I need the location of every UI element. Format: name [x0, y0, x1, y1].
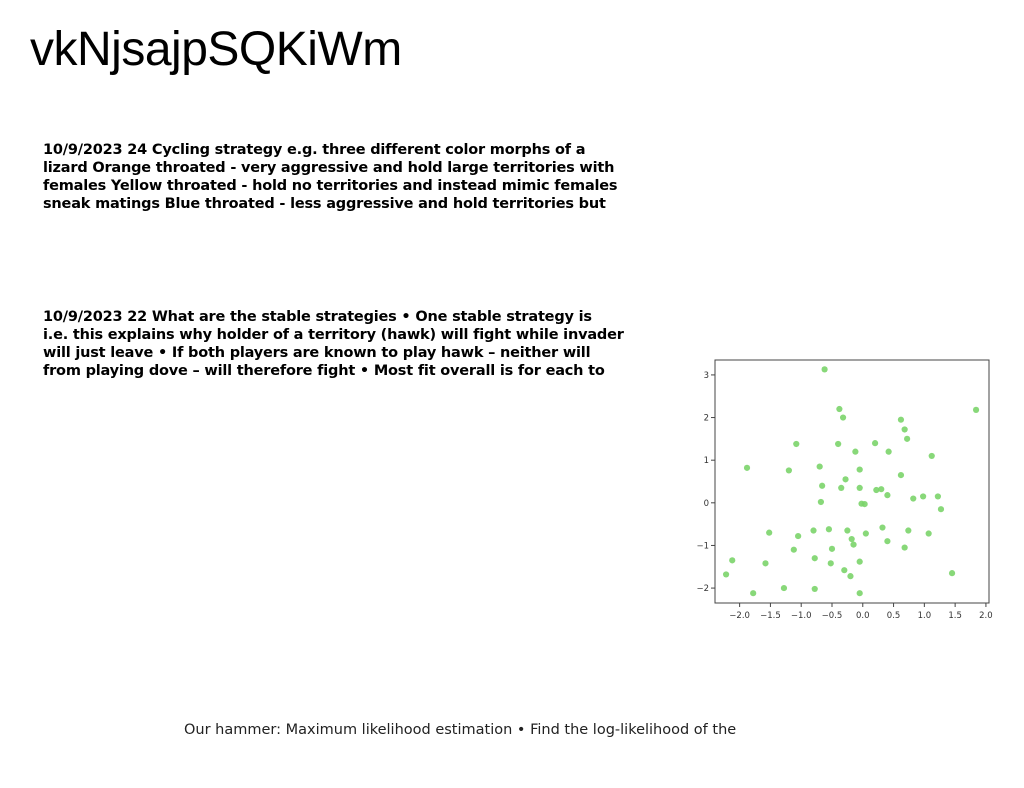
- scatter-point: [897, 472, 905, 479]
- scatter-point: [920, 493, 927, 500]
- y-tick-label: 3: [704, 371, 709, 381]
- snippet-line: sneak matings Blue throated - less aggre…: [43, 196, 606, 212]
- scatter-point: [766, 529, 773, 536]
- scatter-point: [811, 555, 818, 562]
- scatter-point: [827, 560, 834, 567]
- scatter-point: [750, 590, 757, 597]
- scatter-point: [879, 524, 886, 531]
- scatter-point: [821, 366, 828, 373]
- scatter-point: [972, 406, 980, 413]
- scatter-point: [835, 440, 842, 448]
- scatter-point: [780, 584, 788, 592]
- scatter-point: [901, 544, 908, 551]
- scatter-point: [871, 440, 879, 447]
- x-tick-label: −1.0: [791, 611, 812, 621]
- scatter-point: [856, 466, 863, 473]
- scatter-point: [729, 557, 736, 564]
- scatter-point: [934, 493, 941, 500]
- scatter-point: [856, 484, 863, 491]
- x-tick-label: −2.0: [729, 611, 750, 621]
- scatter-point: [928, 452, 935, 460]
- x-tick-label: 1.5: [948, 611, 962, 621]
- snippet-line: 10/9/2023 22 What are the stable strateg…: [43, 309, 592, 325]
- scatter-point: [785, 467, 792, 474]
- slide-text-snippet-cycling: 10/9/2023 24 Cycling strategy e.g. three…: [43, 141, 643, 213]
- scatter-point: [885, 448, 892, 455]
- y-tick-label: 0: [704, 499, 709, 509]
- scatter-point: [848, 535, 855, 543]
- scatter-point: [836, 405, 843, 413]
- scatter-point: [937, 506, 945, 513]
- scatter-point: [852, 448, 859, 455]
- y-tick-label: 2: [704, 414, 709, 424]
- scatter-point: [762, 560, 769, 567]
- x-tick-label: 2.0: [979, 611, 993, 621]
- snippet-line: i.e. this explains why holder of a terri…: [43, 327, 624, 343]
- scatter-point: [897, 416, 905, 423]
- scatter-point: [901, 426, 908, 433]
- scatter-point: [839, 414, 847, 421]
- scatter-point: [819, 482, 826, 489]
- scatter-point: [905, 527, 912, 534]
- x-tick-label: −0.5: [822, 611, 843, 621]
- scatter-point: [743, 464, 751, 471]
- footer-caption: Our hammer: Maximum likelihood estimatio…: [184, 722, 737, 738]
- scatter-plot-figure: −2.0 −1.5 −1.0 −0.5 0.0 0.5 1.0 1.5 2.0 −2 −1 0 1 2 3: [696, 354, 996, 626]
- snippet-line: females Yellow throated - hold no territ…: [43, 178, 618, 194]
- plot-frame: [714, 359, 990, 604]
- scatter-point: [925, 530, 932, 537]
- x-tick-label: −1.5: [760, 611, 781, 621]
- scatter-plot: −2.0 −1.5 −1.0 −0.5 0.0 0.5 1.0 1.5 2.0 −2 −1 0 1 2 3: [696, 359, 993, 621]
- scatter-point: [722, 571, 730, 578]
- y-tick-label: 1: [704, 456, 709, 466]
- page-title: vkNjsajpSQKiWm: [30, 23, 402, 76]
- x-tick-label: 0.5: [887, 611, 901, 621]
- snippet-line: lizard Orange throated - very aggressive…: [43, 160, 615, 176]
- scatter-point: [904, 435, 911, 442]
- scatter-point: [861, 500, 868, 508]
- scatter-point: [842, 476, 849, 483]
- scatter-point: [884, 538, 891, 545]
- scatter-point: [816, 463, 823, 470]
- x-tick-label: 1.0: [918, 611, 932, 621]
- scatter-point: [878, 486, 885, 493]
- scatter-point: [847, 573, 854, 580]
- scatter-point: [810, 527, 817, 534]
- scatter-point: [862, 530, 869, 537]
- scatter-point: [856, 558, 863, 565]
- scatter-point: [841, 567, 848, 574]
- y-tick-label: −1: [696, 541, 709, 551]
- scatter-point: [790, 546, 797, 553]
- scatter-point: [873, 486, 880, 494]
- scatter-point: [825, 526, 833, 533]
- scatter-point: [948, 570, 956, 577]
- scatter-point: [795, 532, 802, 540]
- scatter-point: [838, 484, 845, 491]
- snippet-line: from playing dove – will therefore fight…: [43, 363, 605, 379]
- scatter-point: [828, 545, 836, 552]
- x-tick-label: 0.0: [856, 611, 870, 621]
- snippet-line: 10/9/2023 24 Cycling strategy e.g. three…: [43, 142, 586, 158]
- scatter-point: [793, 440, 800, 448]
- scatter-point: [910, 495, 917, 502]
- scatter-point: [844, 527, 851, 534]
- y-tick-label: −2: [696, 584, 709, 594]
- scatter-point: [884, 492, 891, 499]
- scatter-point: [856, 590, 863, 597]
- scatter-point: [811, 585, 818, 593]
- scatter-point: [817, 498, 825, 506]
- snippet-line: will just leave • If both players are kn…: [43, 345, 591, 361]
- slide-text-snippet-stable-strategies: 10/9/2023 22 What are the stable strateg…: [43, 308, 643, 380]
- scatter-point: [850, 541, 857, 548]
